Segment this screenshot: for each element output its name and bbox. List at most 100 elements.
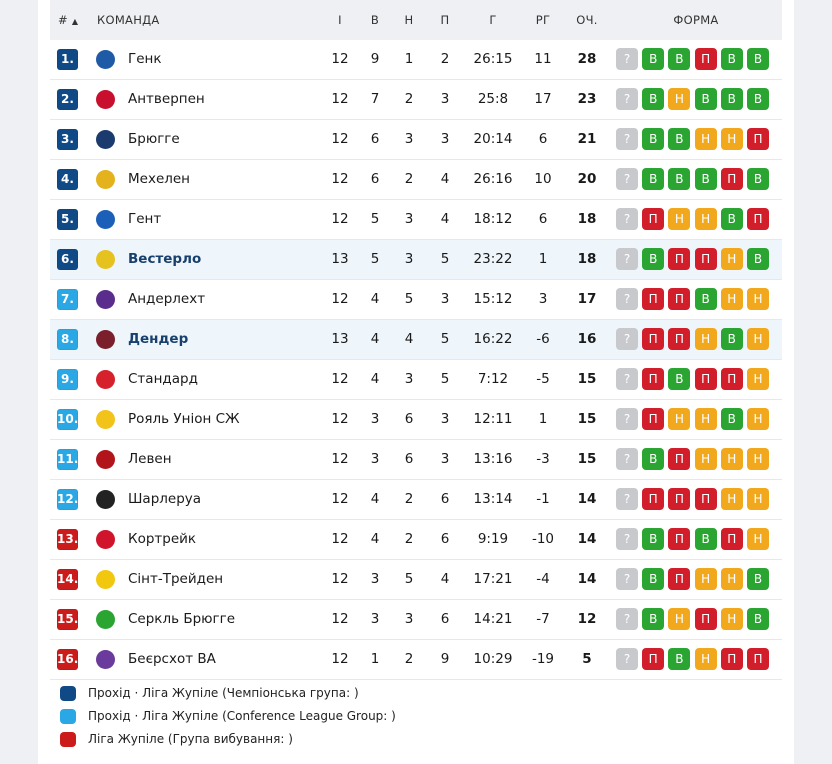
form-badge[interactable]: Н xyxy=(720,448,743,470)
form-badge[interactable]: ? xyxy=(616,48,638,70)
team-name[interactable]: Дендер xyxy=(128,331,189,347)
form-badge[interactable]: В xyxy=(720,48,743,70)
form-badge[interactable]: В xyxy=(720,208,743,230)
header-losses[interactable]: П xyxy=(440,13,450,27)
form-badge[interactable]: В xyxy=(694,528,717,550)
form-badge[interactable]: Н xyxy=(720,608,743,630)
form-badge[interactable]: ? xyxy=(616,408,638,430)
table-row[interactable]: 5. Гент 12 5 3 4 18:12 6 18? П Н Н В П xyxy=(50,200,782,240)
form-badge[interactable]: Н xyxy=(747,488,769,510)
form-badge[interactable]: В xyxy=(747,568,769,590)
table-row[interactable]: 10. Рояль Уніон СЖ 12 3 6 3 12:11 1 15? П Н Н В Н xyxy=(50,400,782,440)
header-goals[interactable]: Г xyxy=(489,13,497,27)
form-badge[interactable]: Н xyxy=(694,208,717,230)
table-row[interactable]: 12. Шарлеруа 12 4 2 6 13:14 -1 14? П П П Н Н xyxy=(50,480,782,520)
form-badge[interactable]: П xyxy=(668,248,691,270)
form-badge[interactable]: П xyxy=(642,328,665,350)
form-badge[interactable]: Н xyxy=(720,488,743,510)
table-row[interactable]: 6. Вестерло 13 5 3 5 23:22 1 18? В П П Н В xyxy=(50,240,782,280)
form-badge[interactable]: В xyxy=(747,88,769,110)
form-badge[interactable]: В xyxy=(642,448,665,470)
form-badge[interactable]: В xyxy=(747,608,769,630)
form-badge[interactable]: Н xyxy=(668,88,691,110)
form-badge[interactable]: ? xyxy=(616,88,638,110)
team-name[interactable]: Левен xyxy=(128,451,172,467)
form-badge[interactable]: ? xyxy=(616,568,638,590)
form-badge[interactable]: В xyxy=(642,168,665,190)
header-rank[interactable]: # ▲ xyxy=(58,0,78,42)
team-name[interactable]: Беєрсхот ВА xyxy=(128,651,216,667)
form-badge[interactable]: П xyxy=(747,208,769,230)
form-badge[interactable]: П xyxy=(668,528,691,550)
team-name[interactable]: Серкль Брюгге xyxy=(128,611,236,627)
form-badge[interactable]: П xyxy=(668,448,691,470)
form-badge[interactable]: В xyxy=(747,248,769,270)
form-badge[interactable]: Н xyxy=(747,288,769,310)
form-badge[interactable]: Н xyxy=(694,408,717,430)
team-name[interactable]: Рояль Уніон СЖ xyxy=(128,411,240,427)
form-badge[interactable]: В xyxy=(642,528,665,550)
form-badge[interactable]: ? xyxy=(616,288,638,310)
form-badge[interactable]: Н xyxy=(694,328,717,350)
form-badge[interactable]: Н xyxy=(720,128,743,150)
team-name[interactable]: Генк xyxy=(128,51,162,67)
table-row[interactable]: 9. Стандард 12 4 3 5 7:12 -5 15? П В П П Н xyxy=(50,360,782,400)
team-name[interactable]: Кортрейк xyxy=(128,531,197,547)
table-row[interactable]: 1. Генк 12 9 1 2 26:15 11 28? В В П В В xyxy=(50,40,782,80)
form-badge[interactable]: ? xyxy=(616,448,638,470)
table-row[interactable]: 2. Антверпен 12 7 2 3 25:8 17 23? В Н В В В xyxy=(50,80,782,120)
form-badge[interactable]: В xyxy=(720,328,743,350)
header-draws[interactable]: Н xyxy=(404,13,414,27)
table-row[interactable]: 13. Кортрейк 12 4 2 6 9:19 -10 14? В П В П Н xyxy=(50,520,782,560)
team-name[interactable]: Мехелен xyxy=(128,171,191,187)
form-badge[interactable]: ? xyxy=(616,208,638,230)
form-badge[interactable]: В xyxy=(694,168,717,190)
form-badge[interactable]: П xyxy=(642,208,665,230)
form-badge[interactable]: Н xyxy=(747,368,769,390)
form-badge[interactable]: Н xyxy=(694,128,717,150)
form-badge[interactable]: Н xyxy=(747,448,769,470)
form-badge[interactable]: Н xyxy=(720,568,743,590)
table-row[interactable]: 4. Мехелен 12 6 2 4 26:16 10 20? В В В П В xyxy=(50,160,782,200)
form-badge[interactable]: ? xyxy=(616,248,638,270)
table-row[interactable]: 15. Серкль Брюгге 12 3 3 6 14:21 -7 12? В Н П Н В xyxy=(50,600,782,640)
form-badge[interactable]: ? xyxy=(616,648,638,670)
team-name[interactable]: Антверпен xyxy=(128,91,205,107)
form-badge[interactable]: В xyxy=(668,648,691,670)
form-badge[interactable]: ? xyxy=(616,168,638,190)
form-badge[interactable]: В xyxy=(642,608,665,630)
form-badge[interactable]: П xyxy=(642,648,665,670)
form-badge[interactable]: ? xyxy=(616,368,638,390)
team-name[interactable]: Шарлеруа xyxy=(128,491,202,507)
form-badge[interactable]: П xyxy=(668,568,691,590)
form-badge[interactable]: В xyxy=(642,248,665,270)
form-badge[interactable]: В xyxy=(720,88,743,110)
table-row[interactable]: 14. Сінт-Трейден 12 3 5 4 17:21 -4 14? В П Н Н В xyxy=(50,560,782,600)
form-badge[interactable]: В xyxy=(642,48,665,70)
form-badge[interactable]: П xyxy=(668,288,691,310)
header-played[interactable]: І xyxy=(338,13,342,27)
form-badge[interactable]: П xyxy=(694,488,717,510)
table-row[interactable]: 16. Беєрсхот ВА 12 1 2 9 10:29 -19 5? П В Н П П xyxy=(50,640,782,680)
form-badge[interactable]: П xyxy=(642,368,665,390)
form-badge[interactable]: В xyxy=(694,88,717,110)
table-row[interactable]: 7. Андерлехт 12 4 5 3 15:12 3 17? П П В Н Н xyxy=(50,280,782,320)
form-badge[interactable]: П xyxy=(720,648,743,670)
form-badge[interactable]: Н xyxy=(720,288,743,310)
form-badge[interactable]: Н xyxy=(747,528,769,550)
form-badge[interactable]: П xyxy=(720,168,743,190)
form-badge[interactable]: Н xyxy=(668,208,691,230)
form-badge[interactable]: П xyxy=(642,408,665,430)
form-badge[interactable]: В xyxy=(642,568,665,590)
form-badge[interactable]: Н xyxy=(668,408,691,430)
team-name[interactable]: Сінт-Трейден xyxy=(128,571,224,587)
form-badge[interactable]: ? xyxy=(616,608,638,630)
form-badge[interactable]: П xyxy=(694,368,717,390)
form-badge[interactable]: В xyxy=(694,288,717,310)
table-row[interactable]: 3. Брюгге 12 6 3 3 20:14 6 21? В В Н Н П xyxy=(50,120,782,160)
form-badge[interactable]: ? xyxy=(616,528,638,550)
team-name[interactable]: Стандард xyxy=(128,371,198,387)
form-badge[interactable]: В xyxy=(720,408,743,430)
form-badge[interactable]: Н xyxy=(720,248,743,270)
form-badge[interactable]: В xyxy=(747,48,769,70)
